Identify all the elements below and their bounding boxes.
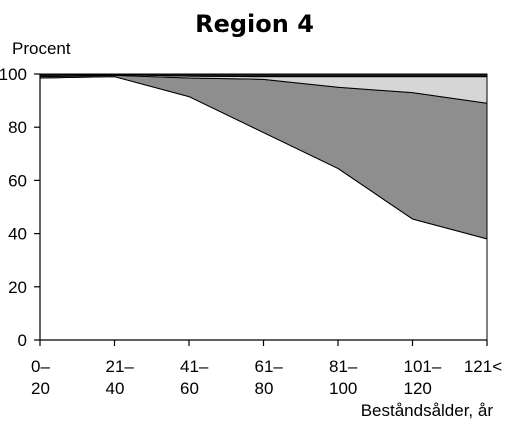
x-tick-label: 80 bbox=[255, 379, 274, 398]
y-tick-label: 0 bbox=[18, 331, 27, 350]
x-tick-label: 100 bbox=[329, 379, 357, 398]
y-tick-label: 20 bbox=[8, 278, 27, 297]
y-tick-label: 100 bbox=[0, 65, 27, 84]
y-axis-label: Procent bbox=[12, 39, 71, 58]
x-tick-label: 121< bbox=[464, 357, 502, 376]
x-tick-label: 120 bbox=[404, 379, 432, 398]
x-tick-label: 20 bbox=[31, 379, 50, 398]
axes bbox=[34, 73, 488, 346]
y-tick-label: 80 bbox=[8, 118, 27, 137]
stacked-areas bbox=[39, 73, 488, 341]
x-tick-label: 81– bbox=[329, 357, 358, 376]
x-tick-label: 60 bbox=[180, 379, 199, 398]
x-tick-label: 0– bbox=[31, 357, 50, 376]
x-tick-label: 41– bbox=[180, 357, 209, 376]
x-tick-label: 61– bbox=[255, 357, 284, 376]
x-tick-label: 21– bbox=[106, 357, 135, 376]
area-series-4 bbox=[39, 73, 488, 78]
y-tick-label: 60 bbox=[8, 171, 27, 190]
tick-labels: 0 20 40 60 80 100 0– 20 21– 40 41– 60 61– 80 81– 100 101… bbox=[0, 65, 502, 398]
x-axis-label: Beståndsålder, år bbox=[360, 401, 493, 420]
y-tick-label: 40 bbox=[8, 225, 27, 244]
x-tick-label: 101– bbox=[404, 357, 442, 376]
chart-title: Region 4 bbox=[195, 10, 314, 38]
x-tick-label: 40 bbox=[106, 379, 125, 398]
